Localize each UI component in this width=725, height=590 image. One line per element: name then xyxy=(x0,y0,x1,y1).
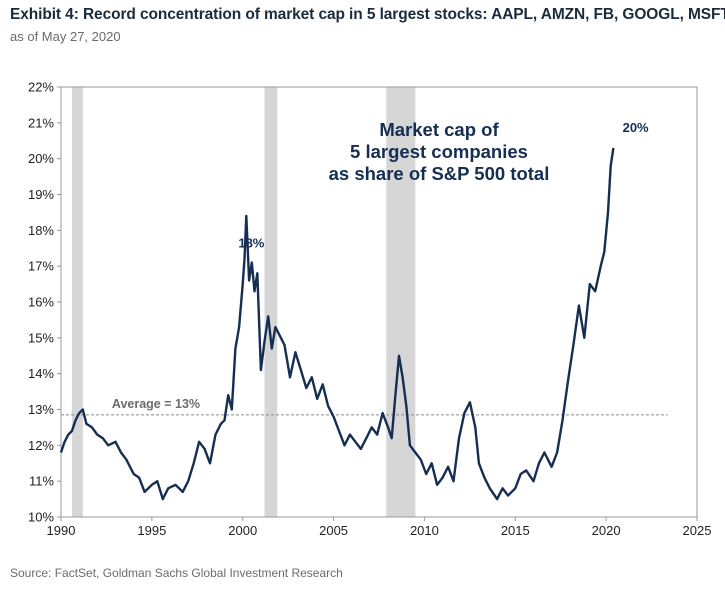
y-tick-label: 11% xyxy=(29,474,54,489)
y-tick-label: 18% xyxy=(28,223,54,238)
chart-title: Exhibit 4: Record concentration of marke… xyxy=(10,6,725,23)
y-tick-label: 12% xyxy=(28,438,54,453)
y-tick-label: 14% xyxy=(28,366,54,381)
y-tick-label: 13% xyxy=(28,402,54,417)
source-note: Source: FactSet, Goldman Sachs Global In… xyxy=(10,566,343,580)
y-axis: 10% 11% 12% 13% 14% 15% 16% 17% 18% 19% 20% 21% 22% xyxy=(28,80,61,525)
average-label: Average = 13% xyxy=(112,397,200,411)
chart-annotation: Market cap of 5 largest companies as sha… xyxy=(329,119,550,184)
y-tick-label: 16% xyxy=(28,295,54,310)
recession-band-0 xyxy=(71,87,83,517)
y-tick-label: 10% xyxy=(28,510,54,525)
recession-band-1 xyxy=(264,87,278,517)
callout-20pct: 20% xyxy=(623,120,649,135)
x-tick-label: 2000 xyxy=(228,523,257,538)
y-tick-label: 19% xyxy=(28,187,54,202)
x-axis: 1990 1995 2000 2005 2010 2015 2020 2025 xyxy=(47,517,712,538)
y-tick-label: 21% xyxy=(28,115,54,130)
x-tick-label: 2020 xyxy=(592,523,621,538)
y-tick-label: 20% xyxy=(28,151,54,166)
x-tick-label: 1990 xyxy=(47,523,76,538)
x-tick-label: 2005 xyxy=(319,523,348,538)
y-tick-label: 15% xyxy=(28,330,54,345)
annotation-line-1: Market cap of xyxy=(379,119,499,140)
annotation-line-3: as share of S&P 500 total xyxy=(329,163,550,184)
recession-bands xyxy=(71,87,416,517)
series-line-top5-share xyxy=(59,147,615,501)
x-tick-label: 2015 xyxy=(501,523,530,538)
callout-18pct: 18% xyxy=(238,236,264,251)
x-tick-label: 1995 xyxy=(137,523,166,538)
chart-subtitle: as of May 27, 2020 xyxy=(10,29,121,44)
y-tick-label: 22% xyxy=(28,80,54,95)
x-tick-label: 2025 xyxy=(683,523,712,538)
x-tick-label: 2010 xyxy=(410,523,439,538)
annotation-line-2: 5 largest companies xyxy=(350,141,528,162)
y-tick-label: 17% xyxy=(28,259,54,274)
